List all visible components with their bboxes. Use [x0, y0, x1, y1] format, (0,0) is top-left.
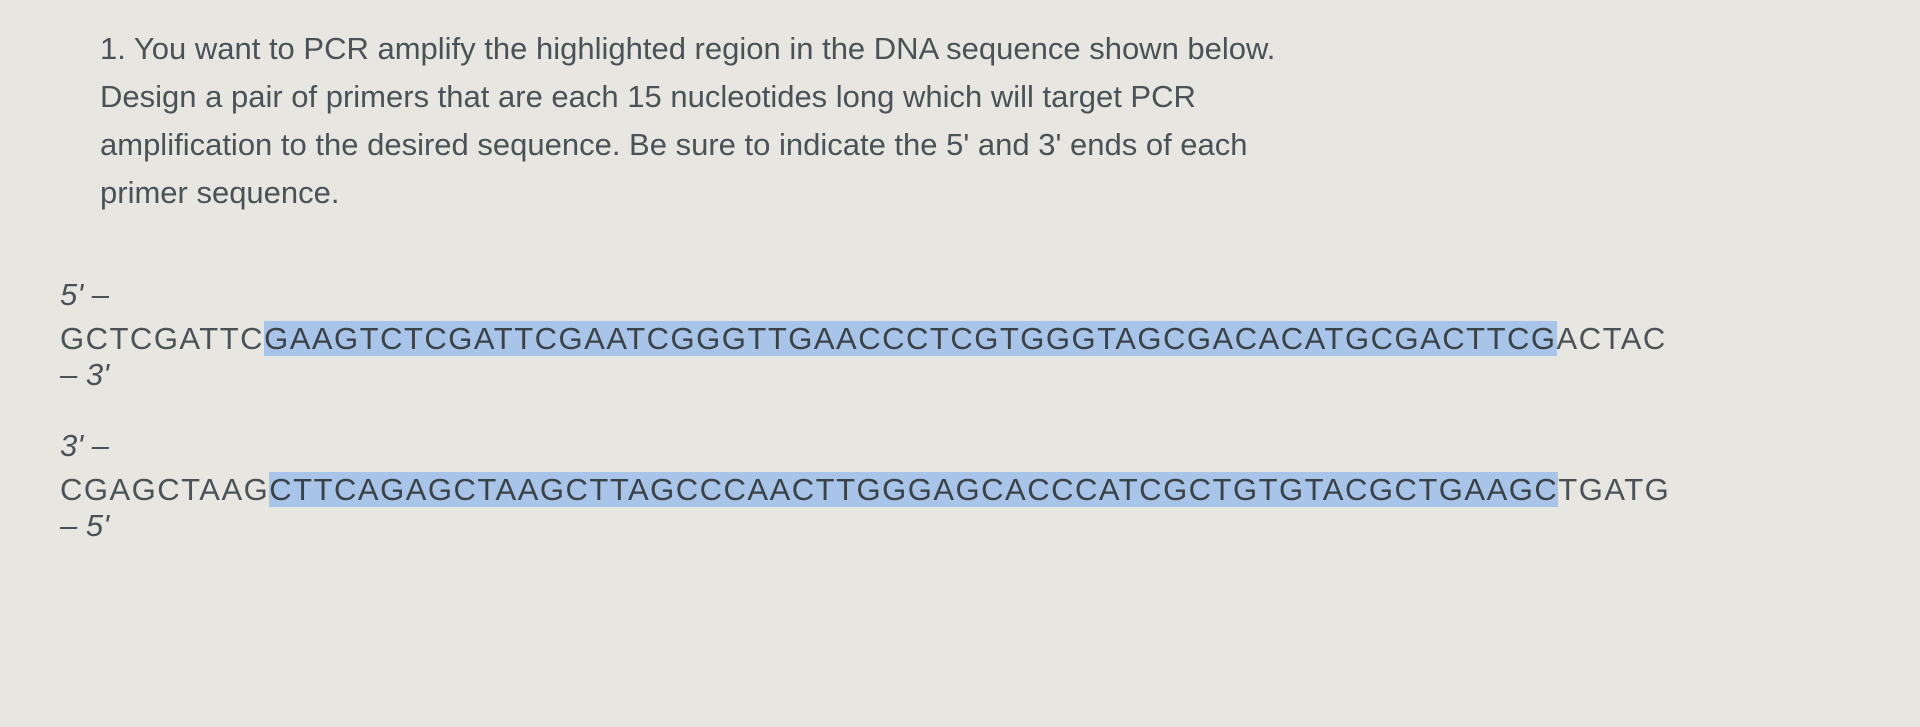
top-strand-start-label: 5' – [60, 277, 1860, 313]
top-strand-end-label: – 3' [60, 357, 1860, 393]
question-line-2: Design a pair of primers that are each 1… [100, 79, 1196, 114]
question-text: 1. You want to PCR amplify the highlight… [100, 25, 1860, 217]
top-strand-pre: GCTCGATTC [60, 321, 264, 356]
bottom-strand-end-label: – 5' [60, 508, 1860, 544]
question-line-3: amplification to the desired sequence. B… [100, 127, 1248, 162]
question-line-4: primer sequence. [100, 175, 340, 210]
question-number: 1. [100, 31, 126, 66]
question-line-1: You want to PCR amplify the highlighted … [134, 31, 1275, 66]
bottom-strand-group: 3' – CGAGCTAAGCTTCAGAGCTAAGCTTAGCCCAACTT… [60, 428, 1860, 544]
bottom-strand-post: TGATG [1558, 472, 1670, 507]
top-strand-sequence: GCTCGATTCGAAGTCTCGATTCGAATCGGGTTGAACCCTC… [60, 321, 1860, 357]
question-block: 1. You want to PCR amplify the highlight… [60, 25, 1860, 217]
top-strand-post: ACTAC [1557, 321, 1667, 356]
top-strand-highlighted: GAAGTCTCGATTCGAATCGGGTTGAACCCTCGTGGGTAGC… [264, 321, 1556, 356]
bottom-strand-start-label: 3' – [60, 428, 1860, 464]
bottom-strand-pre: CGAGCTAAG [60, 472, 269, 507]
bottom-strand-sequence: CGAGCTAAGCTTCAGAGCTAAGCTTAGCCCAACTTGGGAG… [60, 472, 1860, 508]
sequence-block: 5' – GCTCGATTCGAAGTCTCGATTCGAATCGGGTTGAA… [60, 277, 1860, 544]
bottom-strand-highlighted: CTTCAGAGCTAAGCTTAGCCCAACTTGGGAGCACCCATCG… [269, 472, 1558, 507]
top-strand-group: 5' – GCTCGATTCGAAGTCTCGATTCGAATCGGGTTGAA… [60, 277, 1860, 393]
